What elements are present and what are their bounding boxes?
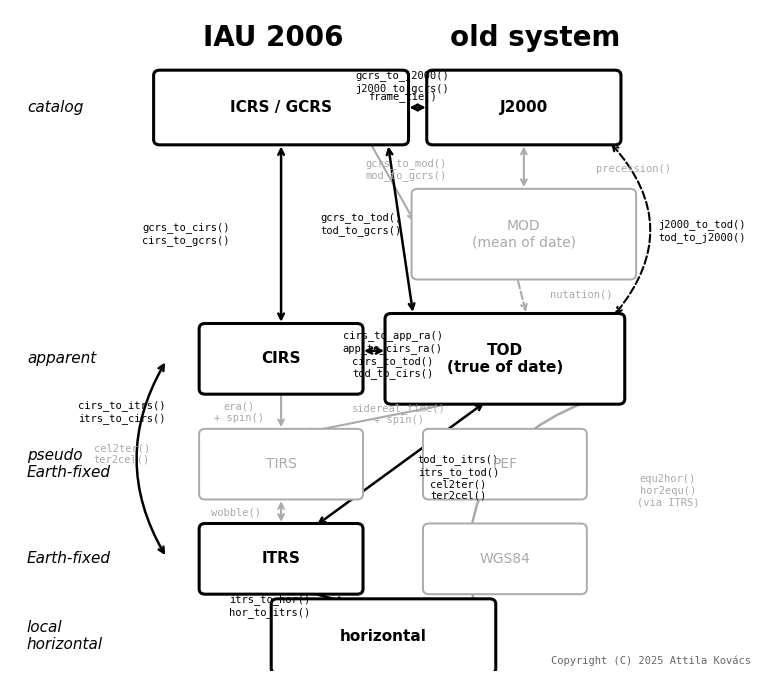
Text: PEF: PEF [492,457,518,471]
Text: nutation(): nutation() [551,289,613,299]
Text: ITRS: ITRS [262,551,301,566]
Text: precession(): precession() [596,165,671,175]
Text: MOD
(mean of date): MOD (mean of date) [472,219,576,249]
FancyBboxPatch shape [199,323,363,394]
Text: ICRS / GCRS: ICRS / GCRS [230,100,332,115]
FancyBboxPatch shape [153,70,409,145]
Text: j2000_to_tod()
tod_to_j2000(): j2000_to_tod() tod_to_j2000() [658,219,746,242]
Text: itrs_to_hor()
hor_to_itrs(): itrs_to_hor() hor_to_itrs() [229,595,311,618]
Text: catalog: catalog [27,100,84,115]
Text: tod_to_itrs()
itrs_to_tod()
cel2ter()
ter2cel(): tod_to_itrs() itrs_to_tod() cel2ter() te… [418,454,499,501]
FancyBboxPatch shape [423,429,587,500]
FancyBboxPatch shape [199,429,363,500]
Text: old system: old system [450,24,621,52]
Text: equ2hor()
hor2equ()
(via ITRS): equ2hor() hor2equ() (via ITRS) [637,475,700,508]
Text: gcrs_to_j2000()
j2000_to_gcrs(): gcrs_to_j2000() j2000_to_gcrs() [356,70,449,94]
FancyBboxPatch shape [412,189,636,279]
Text: Earth-fixed: Earth-fixed [27,551,111,566]
Text: horizontal: horizontal [340,628,427,644]
Text: WGS84: WGS84 [479,552,530,566]
Text: cirs_to_app_ra()
app_to_cirs_ra(): cirs_to_app_ra() app_to_cirs_ra() [343,331,443,354]
FancyBboxPatch shape [423,524,587,594]
FancyBboxPatch shape [426,70,621,145]
Text: pseudo
Earth-fixed: pseudo Earth-fixed [27,448,111,481]
FancyBboxPatch shape [199,524,363,594]
Text: wobble(): wobble() [211,507,261,517]
Text: gcrs_to_cirs()
cirs_to_gcrs(): gcrs_to_cirs() cirs_to_gcrs() [143,223,230,246]
Text: gcrs_to_tod()
tod_to_gcrs(): gcrs_to_tod() tod_to_gcrs() [320,213,401,236]
Text: IAU 2006: IAU 2006 [203,24,344,52]
Text: apparent: apparent [27,351,96,367]
Text: era()
+ spin(): era() + spin() [214,402,265,423]
Text: local
horizontal: local horizontal [27,620,103,652]
Text: cel2ter()
ter2cel(): cel2ter() ter2cel() [94,443,150,465]
Text: frame_tie(): frame_tie() [368,90,437,102]
FancyBboxPatch shape [385,313,625,404]
Text: CIRS: CIRS [262,351,301,367]
Text: cirs_to_itrs()
itrs_to_cirs(): cirs_to_itrs() itrs_to_cirs() [78,400,166,424]
Text: J2000: J2000 [500,100,548,115]
Text: TOD
(true of date): TOD (true of date) [446,343,563,375]
Text: sidereal_time()
+ spin(): sidereal_time() + spin() [352,403,446,425]
Text: TIRS: TIRS [265,457,297,471]
Text: gcrs_to_mod()
mod_to_gcrs(): gcrs_to_mod() mod_to_gcrs() [366,158,447,181]
Text: Copyright (C) 2025 Attila Kovács: Copyright (C) 2025 Attila Kovács [551,655,752,666]
FancyBboxPatch shape [272,599,495,674]
Text: cirs_to_tod()
tod_to_cirs(): cirs_to_tod() tod_to_cirs() [352,356,433,379]
